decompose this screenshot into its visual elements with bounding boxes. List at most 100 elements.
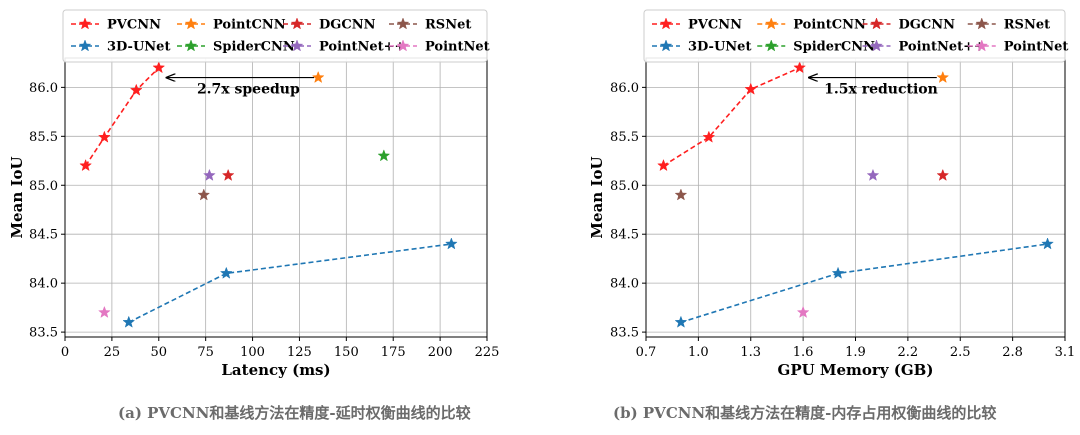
legend-star [870,17,883,30]
legend-label: 3D-UNet [688,40,751,55]
legend-item-rsnet: RSNet [967,17,1050,33]
legend-item-rsnet: RSNet [389,17,471,33]
y-tick-label: 84.5 [610,228,639,243]
legend-item-pointnet-: PointNet++ [862,39,985,55]
legend-label: DGCNN [319,18,376,33]
data-point-star [793,61,807,74]
caption-b: (b) PVCNN和基线方法在精度-内存占用权衡曲线的比较 [613,404,997,422]
data-point-star [866,168,880,181]
x-tick-label: 0 [61,345,69,360]
legend-star [975,17,989,30]
legend-label: PointNet++ [319,40,405,55]
x-tick-label: 1.9 [845,345,866,360]
legend-star [659,39,673,52]
legend-item-pointnet: PointNet [389,39,490,55]
legend-item-pvcnn: PVCNN [652,17,742,33]
legend-label: PointNet [425,40,490,55]
plot-frame-a [64,57,488,338]
x-tick-label: 175 [381,345,406,360]
x-tick-label: 1.3 [740,345,761,360]
data-point-star [674,315,688,328]
x-axis-label-b: GPU Memory (GB) [778,361,934,379]
legend-star [396,39,410,52]
series-dgcnn [221,168,235,181]
x-tick-label: 2.8 [1002,345,1023,360]
series-3d-unet [674,237,1054,328]
legend-star [659,17,673,30]
legend-star [290,39,304,52]
legend-label: PointNet++ [899,40,985,55]
y-tick-label: 86.0 [29,81,58,96]
legend-item-pointcnn: PointCNN [177,17,286,33]
y-tick-label: 85.5 [610,130,639,145]
legend-a: PVCNN PointCNN DGCNN RSNet 3D-UNet SpiderCNN P… [62,9,490,63]
legend-item-pvcnn: PVCNN [71,17,161,33]
legend-item-dgcnn: DGCNN [283,17,376,33]
x-tick-label: 150 [334,345,359,360]
data-point-star [674,188,688,201]
series-spidercnn [377,149,391,162]
grid-b [645,58,1066,337]
legend-star [290,17,304,30]
series-pvcnn [657,61,807,172]
series-pointcnn [936,70,950,84]
series-line [84,67,160,167]
data-point-star [152,61,166,74]
data-point-star [311,70,325,84]
legend-star [396,17,410,30]
y-tick-label: 83.5 [610,326,639,341]
x-tick-label: 125 [287,345,312,360]
x-tick-label: 75 [197,345,214,360]
series-pointnet- [866,168,880,181]
x-tick-label: 25 [104,345,121,360]
data-point-star [219,266,233,279]
data-point-star [444,237,458,250]
x-tick-label: 2.5 [950,345,971,360]
data-point-star [796,305,810,318]
series-pointnet [796,305,810,318]
legend-label: PointCNN [793,18,866,33]
y-tick-label: 83.5 [29,326,58,341]
data-point-star [97,130,111,143]
legend-label: RSNet [1004,18,1050,33]
y-tick-label: 84.5 [29,228,58,243]
data-point-star [657,158,670,172]
series-pointcnn [311,70,325,84]
legend-item-spidercnn: SpiderCNN [177,39,295,55]
x-tick-label: 200 [428,345,453,360]
y-tick-label: 86.0 [610,81,639,96]
data-point-star [377,149,391,162]
series-pointnet [98,305,111,318]
legend-star [764,39,778,52]
legend-item-3d-unet: 3D-UNet [652,39,751,55]
legend-label: PointCNN [213,18,286,33]
data-point-star [744,82,758,95]
data-point-star [221,168,235,181]
series-pvcnn [79,61,166,172]
annotation-label: 2.7x speedup [197,82,300,98]
legend-star [870,39,883,52]
x-tick-label: 100 [240,345,265,360]
x-tick-label: 0.7 [636,345,657,360]
series-3d-unet [122,237,458,328]
legend-label: DGCNN [899,18,956,33]
data-point-star [1041,237,1054,250]
legend-label: PointNet [1004,40,1069,55]
series-rsnet [197,188,211,201]
legend-star [78,39,92,52]
y-tick-label: 84.0 [29,277,58,292]
legend-star [184,17,198,30]
y-tick-label: 84.0 [610,277,639,292]
grid-a [64,58,488,337]
data-point-star [98,305,111,318]
chart-a: 0 25 50 75 100 125 150 175 200 225 83.5 84.0 84.5 85.… [8,9,500,379]
x-tick-label: 225 [475,345,500,360]
series-dgcnn [936,168,950,181]
x-tick-label: 1.6 [793,345,814,360]
y-tick-label: 85.0 [29,179,58,194]
legend-star [184,39,198,52]
y-axis-label-a: Mean IoU [8,156,26,238]
legend-item-pointnet-: PointNet++ [283,39,405,55]
legend-label: PVCNN [688,18,742,33]
legend-label: SpiderCNN [793,40,875,55]
